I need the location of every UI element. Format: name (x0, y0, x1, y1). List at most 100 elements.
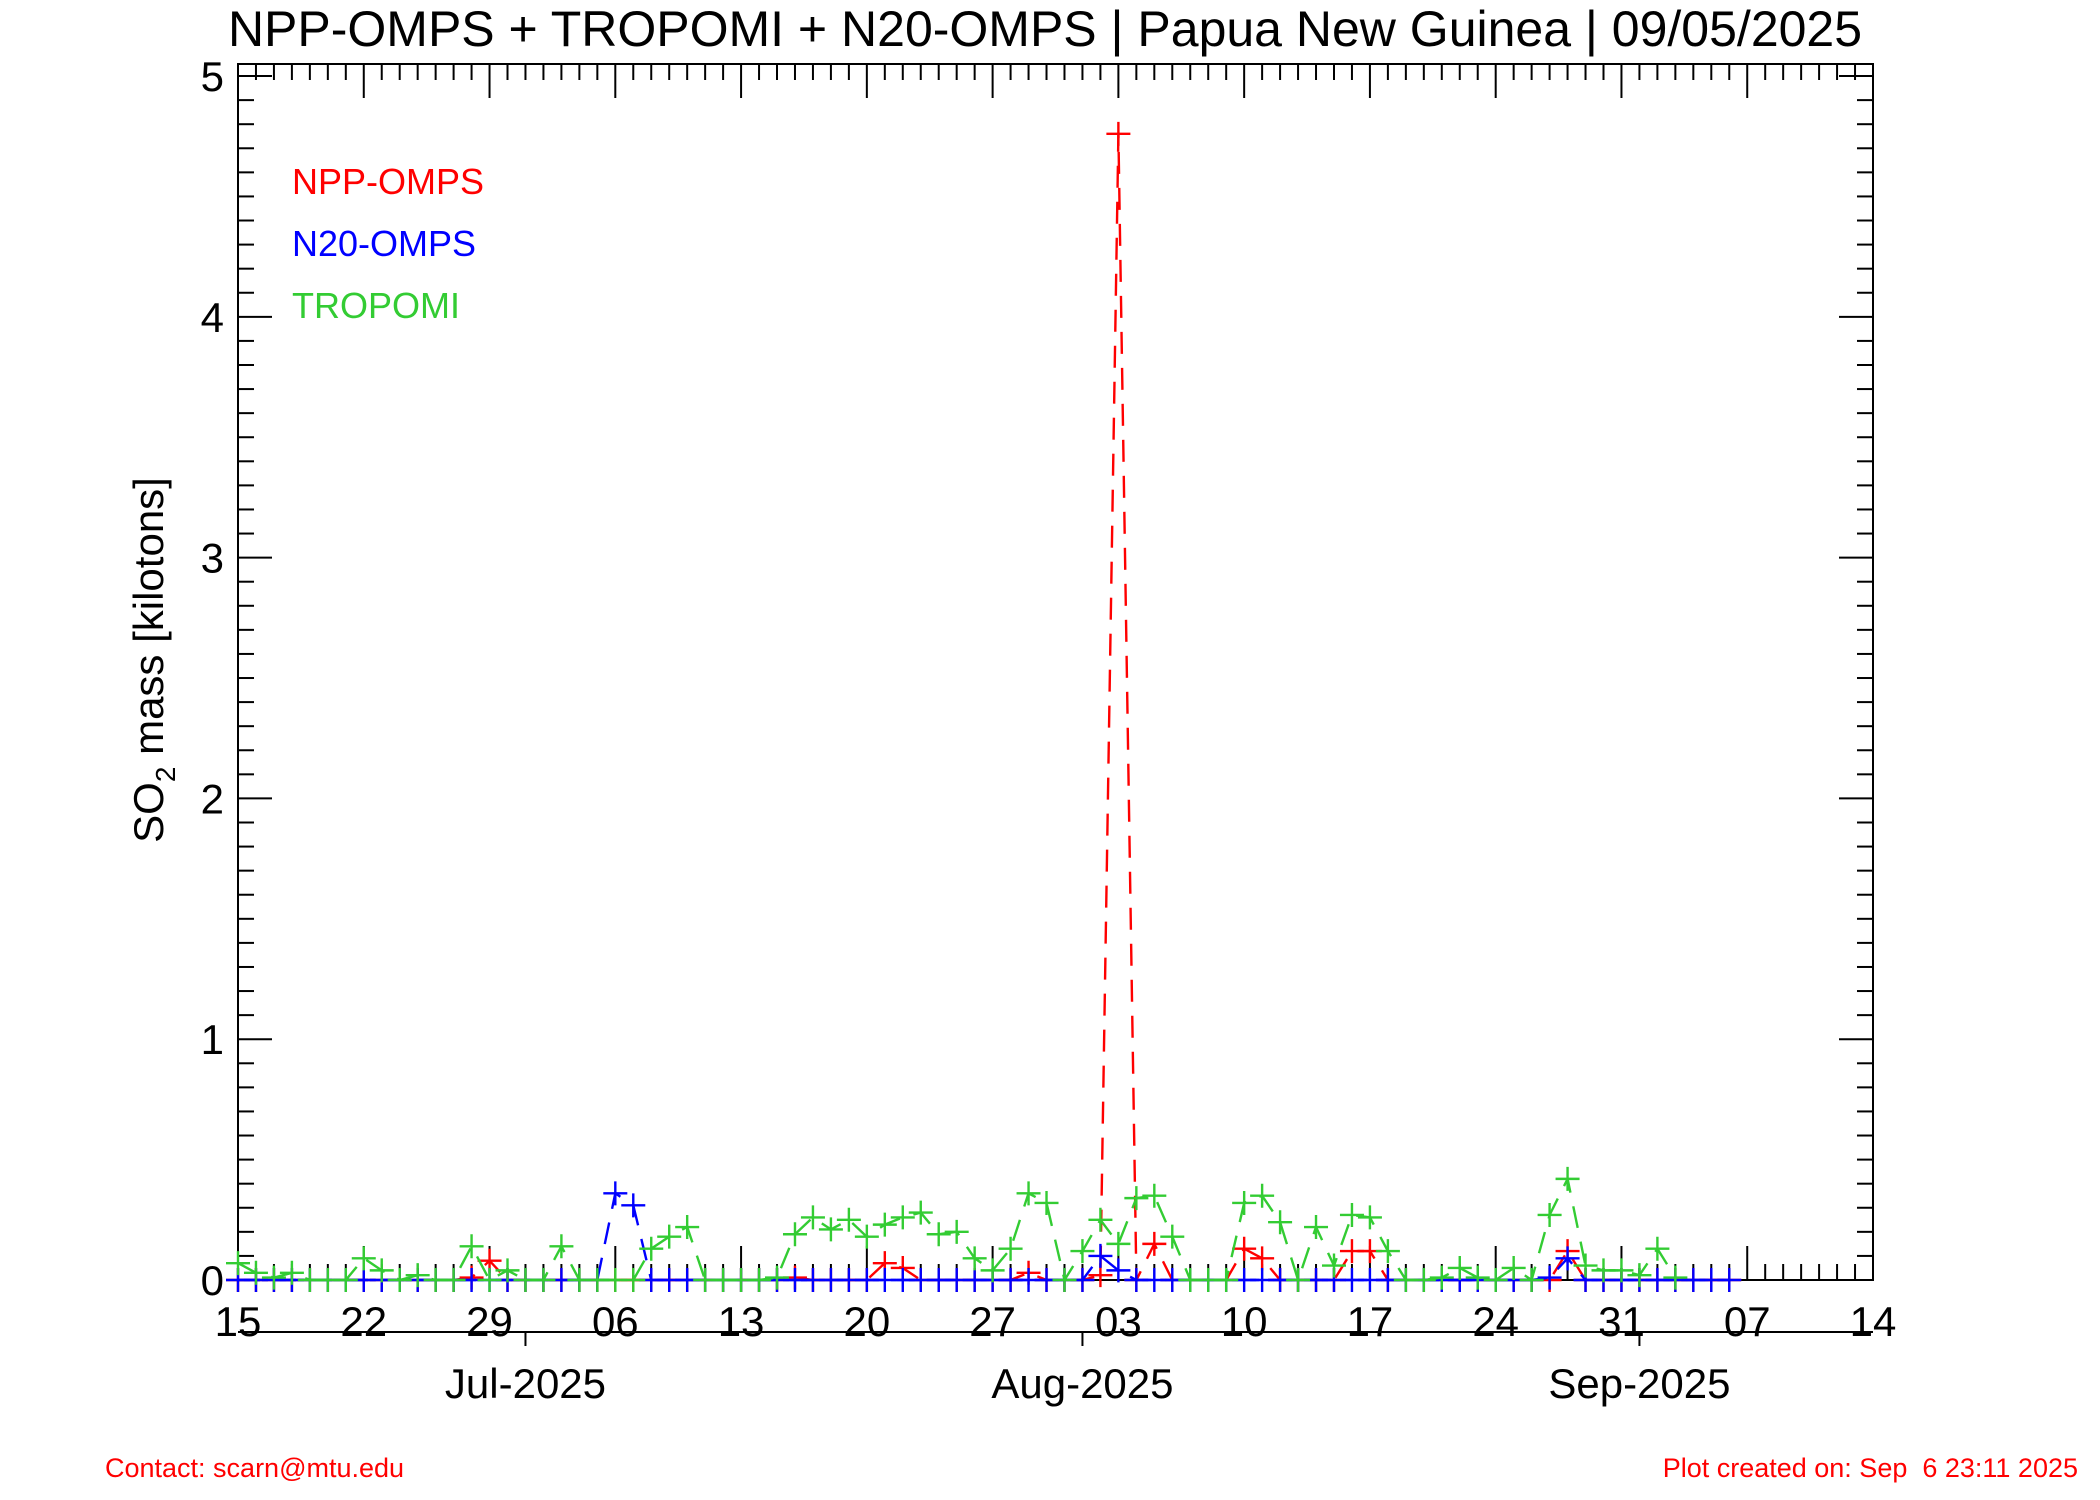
x-tick-label: 06 (592, 1298, 639, 1345)
data-point-tropomi (908, 1200, 933, 1225)
data-point-tropomi (226, 1251, 250, 1276)
data-point-tropomi (1429, 1265, 1454, 1290)
data-point-tropomi (1160, 1224, 1185, 1249)
x-tick-label: 22 (340, 1298, 387, 1345)
data-point-tropomi (1339, 1202, 1364, 1227)
data-point-tropomi (1214, 1268, 1239, 1292)
legend-entry: N20-OMPS (292, 223, 476, 264)
month-label: Aug-2025 (991, 1360, 1173, 1407)
data-point-tropomi (1573, 1253, 1598, 1278)
x-tick-label: 29 (466, 1298, 513, 1345)
data-point-tropomi (1286, 1268, 1311, 1292)
data-point-tropomi (279, 1260, 304, 1285)
data-point-tropomi (836, 1207, 861, 1232)
data-point-n20-omps (1106, 1258, 1131, 1283)
data-point-tropomi (1555, 1166, 1580, 1191)
data-point-tropomi (1106, 1231, 1131, 1256)
data-point-tropomi (962, 1246, 987, 1271)
y-axis-ticks: 0 1 2 3 4 5 (201, 53, 1873, 1304)
data-point-n20-omps (621, 1193, 646, 1218)
data-point-tropomi (782, 1222, 807, 1247)
legend-entry: NPP-OMPS (292, 161, 484, 202)
data-point-tropomi (1609, 1258, 1634, 1283)
y-axis-title-suffix: mass [kilotons] (125, 477, 172, 766)
data-point-tropomi (243, 1260, 268, 1285)
data-point-tropomi (675, 1215, 700, 1240)
x-tick-label: 24 (1472, 1298, 1519, 1345)
x-tick-label: 10 (1221, 1298, 1268, 1345)
x-tick-label: 17 (1347, 1298, 1394, 1345)
data-point-n20-omps (1088, 1243, 1113, 1268)
data-point-tropomi (261, 1265, 286, 1290)
data-point-tropomi (387, 1268, 412, 1292)
data-point-n20-omps (1555, 1246, 1580, 1271)
data-point-tropomi (1645, 1236, 1670, 1261)
data-point-tropomi (1232, 1190, 1257, 1215)
x-tick-label: 15 (215, 1298, 262, 1345)
y-axis-title: SO2 mass [kilotons] (125, 477, 181, 843)
data-point-tropomi (1357, 1205, 1382, 1230)
data-point-tropomi (495, 1258, 520, 1283)
data-point-tropomi (351, 1246, 376, 1271)
data-point-tropomi (1537, 1202, 1562, 1227)
data-point-tropomi (1465, 1265, 1490, 1290)
data-point-n20-omps (1537, 1265, 1562, 1290)
footer-contact: Contact: scarn@mtu.edu (105, 1453, 404, 1483)
data-point-n20-omps (1717, 1268, 1742, 1292)
y-tick-label: 5 (201, 53, 224, 100)
data-point-npp-omps (1142, 1231, 1167, 1256)
data-point-tropomi (747, 1268, 772, 1292)
data-point-tropomi (477, 1268, 502, 1292)
data-point-tropomi (872, 1212, 897, 1237)
y-tick-label: 4 (201, 294, 224, 341)
data-point-tropomi (531, 1268, 556, 1292)
data-point-tropomi (1052, 1268, 1077, 1292)
x-tick-label: 13 (718, 1298, 765, 1345)
data-point-tropomi (369, 1258, 394, 1283)
data-point-tropomi (1016, 1181, 1041, 1206)
y-tick-label: 0 (201, 1257, 224, 1304)
data-point-tropomi (1663, 1265, 1688, 1290)
data-point-tropomi (890, 1205, 915, 1230)
data-point-tropomi (926, 1222, 951, 1247)
data-point-tropomi (657, 1224, 682, 1249)
data-point-tropomi (333, 1268, 358, 1292)
x-tick-label: 03 (1095, 1298, 1142, 1345)
data-point-tropomi (1375, 1239, 1400, 1264)
x-tick-label: 14 (1850, 1298, 1897, 1345)
data-point-tropomi (998, 1236, 1023, 1261)
data-point-tropomi (980, 1258, 1005, 1283)
data-point-tropomi (1088, 1207, 1113, 1232)
legend: NPP-OMPS N20-OMPS TROPOMI (292, 161, 484, 326)
y-tick-label: 1 (201, 1016, 224, 1063)
month-label: Jul-2025 (445, 1360, 606, 1407)
x-tick-label: 07 (1724, 1298, 1771, 1345)
y-tick-label: 2 (201, 775, 224, 822)
data-point-tropomi (1250, 1183, 1275, 1208)
series-line-npp-omps (238, 133, 1730, 1282)
data-point-tropomi (1034, 1190, 1059, 1215)
data-point-tropomi (405, 1263, 430, 1288)
data-point-tropomi (1411, 1268, 1436, 1292)
data-point-tropomi (639, 1236, 664, 1261)
footer-created: Plot created on: Sep 6 23:11 2025 (1663, 1453, 2078, 1483)
data-point-tropomi (1447, 1255, 1472, 1280)
data-point-tropomi (621, 1268, 646, 1292)
data-point-tropomi (549, 1234, 574, 1259)
chart-title: NPP-OMPS + TROPOMI + N20-OMPS | Papua Ne… (228, 1, 1862, 57)
data-point-n20-omps (603, 1181, 628, 1206)
data-point-tropomi (765, 1265, 790, 1290)
data-point-tropomi (800, 1205, 825, 1230)
x-tick-label: 31 (1598, 1298, 1645, 1345)
data-point-tropomi (854, 1224, 879, 1249)
data-point-tropomi (1321, 1253, 1346, 1278)
data-point-tropomi (441, 1268, 466, 1292)
y-tick-label: 3 (201, 535, 224, 582)
month-axis: Jul-2025 Aug-2025 Sep-2025 (238, 1331, 1873, 1407)
data-point-tropomi (1268, 1210, 1293, 1235)
data-point-tropomi (1519, 1268, 1544, 1292)
plot-border (237, 63, 1874, 1281)
data-point-tropomi (459, 1234, 484, 1259)
x-tick-label: 20 (843, 1298, 890, 1345)
